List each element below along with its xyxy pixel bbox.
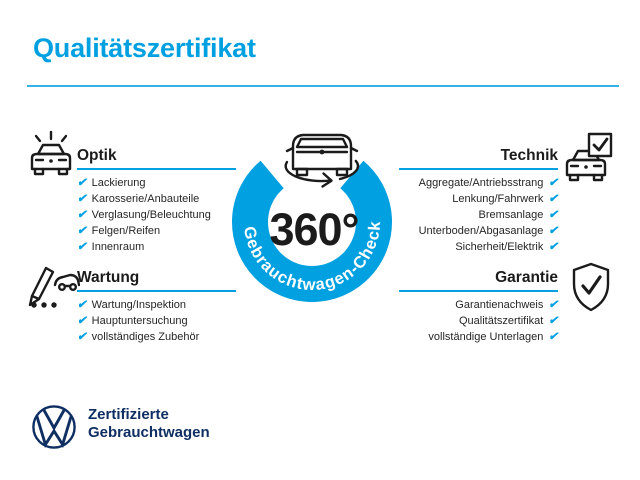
checklist: ✔ Lackierung ✔ Karosserie/Anbauteile ✔ Vergla… (77, 177, 236, 254)
title-divider (27, 85, 619, 87)
checklist-item-label: Karosserie/Anbauteile (91, 192, 200, 205)
car-shine-icon (30, 130, 72, 176)
section-technik: Technik ✔ Aggregate/Antriebsstrang ✔ Lenkun… (399, 146, 558, 253)
360-degree-value: 360° (269, 204, 358, 255)
checklist: ✔ Aggregate/Antriebsstrang ✔ Lenkung/Fahrwe… (399, 177, 558, 254)
check-icon: ✔ (548, 224, 558, 237)
section-divider (77, 290, 236, 292)
vw-logo (32, 405, 76, 449)
checklist-item: ✔ vollständige Unterlagen (428, 330, 558, 344)
checklist-item: ✔ Bremsanlage (478, 208, 558, 222)
section-title: Garantie (495, 269, 558, 286)
section-title: Wartung (77, 269, 140, 286)
checklist-item-label: Garantienachweis (455, 299, 544, 311)
checklist-item: ✔ Garantienachweis (455, 299, 558, 312)
brand-line2: Gebrauchtwagen (88, 423, 210, 441)
check-icon: ✔ (548, 331, 558, 344)
check-icon: ✔ (77, 331, 87, 344)
checklist-item-label: vollständiges Zubehör (91, 330, 200, 343)
checklist-item: ✔ Lenkung/Fahrwerk (452, 192, 558, 206)
checklist-item: ✔ Unterboden/Abgasanlage (418, 224, 558, 238)
section-divider (399, 290, 558, 292)
check-icon: ✔ (548, 299, 558, 312)
checklist: ✔ Garantienachweis ✔ Qualitätszertifikat ✔ vo… (399, 299, 558, 344)
checklist-item-label: Hauptuntersuchung (91, 314, 188, 327)
checklist: ✔ Wartung/Inspektion ✔ Hauptuntersuchung ✔ vo… (77, 299, 236, 344)
checklist-item-label: Sicherheit/Elektrik (455, 240, 544, 253)
checklist-item-label: Bremsanlage (478, 208, 544, 221)
check-icon: ✔ (77, 299, 87, 312)
checklist-item-label: Qualitätszertifikat (458, 314, 544, 327)
section-title: Optik (77, 147, 117, 164)
checklist-item-label: vollständige Unterlagen (428, 330, 544, 343)
blue-ring (232, 160, 392, 302)
checklist-item-label: Lackierung (91, 177, 146, 189)
checklist-item: ✔ vollständiges Zubehör (77, 330, 236, 344)
check-icon: ✔ (77, 209, 87, 222)
shield-check-icon (572, 262, 610, 312)
check-icon: ✔ (77, 240, 87, 253)
checklist-item: ✔ Qualitätszertifikat (458, 314, 558, 328)
check-icon: ✔ (77, 224, 87, 237)
check-icon: ✔ (77, 193, 87, 206)
checklist-item: ✔ Karosserie/Anbauteile (77, 192, 236, 206)
check-icon: ✔ (77, 315, 87, 328)
checklist-item-label: Aggregate/Antriebsstrang (418, 177, 544, 189)
section-divider (399, 168, 558, 170)
checklist-item: ✔ Wartung/Inspektion (77, 299, 236, 312)
section-optik: Optik ✔ Lackierung ✔ Karosserie/Anbauteile ✔… (77, 146, 236, 253)
section-wartung: Wartung ✔ Wartung/Inspektion ✔ Hauptuntersu… (77, 268, 236, 343)
check-icon: ✔ (548, 177, 558, 190)
section-garantie: Garantie ✔ Garantienachweis ✔ Qualitätszert… (399, 268, 558, 343)
brand-line1: Zertifizierte (88, 406, 169, 423)
pencil-car-icon (28, 266, 80, 308)
check-icon: ✔ (548, 209, 558, 222)
page-title: Qualitätszertifikat (33, 33, 256, 63)
check-icon: ✔ (548, 193, 558, 206)
section-divider (77, 168, 236, 170)
checklist-item: ✔ Verglasung/Beleuchtung (77, 208, 236, 222)
checklist-item: ✔ Felgen/Reifen (77, 224, 236, 238)
checklist-item: ✔ Lackierung (77, 177, 236, 190)
brand-text: Zertifizierte Gebrauchtwagen (88, 406, 210, 441)
check-icon: ✔ (548, 240, 558, 253)
checklist-item-label: Lenkung/Fahrwerk (452, 192, 544, 205)
car-checkbox-icon (565, 132, 613, 182)
check-icon: ✔ (77, 177, 87, 190)
checklist-item: ✔ Hauptuntersuchung (77, 314, 236, 328)
checklist-item: ✔ Innenraum (77, 240, 236, 254)
checklist-item-label: Wartung/Inspektion (91, 299, 187, 311)
checklist-item-label: Unterboden/Abgasanlage (418, 224, 544, 237)
section-title: Technik (500, 147, 558, 164)
checklist-item-label: Felgen/Reifen (91, 224, 161, 237)
checklist-item-label: Verglasung/Beleuchtung (91, 208, 211, 221)
checklist-item: ✔ Sicherheit/Elektrik (455, 240, 558, 254)
checklist-item: ✔ Aggregate/Antriebsstrang (418, 177, 558, 190)
rotating-car-icon (284, 133, 360, 188)
checklist-item-label: Innenraum (91, 240, 145, 253)
check-icon: ✔ (548, 315, 558, 328)
